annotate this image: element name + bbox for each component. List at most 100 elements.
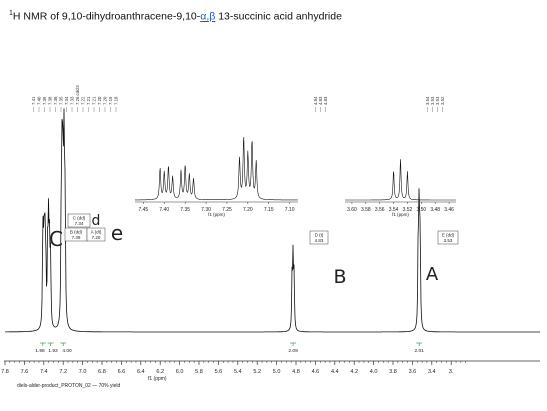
peak-label: 3.54 — [425, 96, 430, 105]
assignment-box-shift: 7.34 — [75, 221, 84, 226]
assignment-box-frame — [437, 230, 459, 245]
page-title: 1H NMR of 9,10-dihydroanthracene-9,10-α,… — [9, 10, 342, 23]
inset-aliphatic-tick-label: 3.58 — [361, 207, 371, 213]
x-tick-label: 4.8 — [292, 369, 300, 375]
inset-aromatic-tick-label: 7.15 — [264, 207, 274, 213]
x-tick-label: 6.2 — [156, 369, 164, 375]
peak-label-group: 3.54 3.53 3.53 3.52 — [425, 96, 445, 112]
inset-aliphatic-tick-label: 3.56 — [375, 207, 385, 213]
x-axis-label: f1 (ppm) — [148, 376, 167, 382]
assignment-box-name: C (dd) — [73, 216, 86, 221]
integration-value: 1.98 — [35, 348, 45, 354]
peak-label: 7.40 — [37, 96, 42, 105]
peak-label: 7.21 — [92, 96, 97, 105]
x-tick-label: 7.2 — [59, 369, 67, 375]
peak-label: 7.41 — [31, 96, 36, 105]
peak-label-group: 7.41 7.40 7.39 7.38 7.36 7.35 7.34 7.33 7.26 cdc… — [31, 85, 119, 112]
x-tick-label: 3.6 — [409, 369, 417, 375]
assignment-box: C (dd)7.34 — [67, 213, 91, 228]
assignment-box: B (dd)7.39 — [64, 227, 88, 242]
x-tick-label: 5.6 — [215, 369, 223, 375]
peak-label: 7.22 — [81, 96, 86, 105]
peak-label: 7.36 — [53, 96, 58, 105]
integration-value: 1.93 — [48, 348, 58, 354]
inset-aliphatic-tick-label: 3.48 — [430, 207, 440, 213]
inset-aromatic-tick-label: 7.40 — [159, 207, 169, 213]
peak-label: 7.35 — [59, 96, 64, 105]
x-tick-label: 5.8 — [195, 369, 203, 375]
peak-label-group: 4.84 4.83 4.83 — [313, 96, 328, 112]
handwritten-label-e: e — [111, 221, 123, 245]
assignment-box-name: A (dt) — [91, 230, 102, 235]
integration-value: 2.01 — [415, 348, 425, 354]
integration-value: 4.00 — [62, 348, 72, 354]
x-tick-label: 3.8 — [389, 369, 397, 375]
inset-aromatic-tick-label: 7.45 — [138, 207, 148, 213]
handwritten-label-b: B — [333, 266, 346, 288]
x-tick-label: 6.4 — [137, 369, 145, 375]
peak-label: 7.38 — [48, 96, 53, 105]
peak-label: 7.34 — [64, 96, 69, 105]
x-tick-label: 6.8 — [98, 369, 106, 375]
assignment-box-frame — [86, 227, 106, 242]
inset-aliphatic-axis-label: f1 (ppm) — [392, 212, 409, 217]
inset-aliphatic-tick-label: 3.46 — [444, 207, 454, 213]
assignment-box: E (dd)3.53 — [437, 230, 459, 245]
inset-aromatic-tick-label: 7.25 — [222, 207, 232, 213]
peak-label: 7.20 — [97, 96, 102, 105]
peak-label: 7.33 — [70, 96, 75, 105]
inset-aromatic-tick-label: 7.30 — [201, 207, 211, 213]
footer-text: diels-alder-product_PROTON_02 — 70% yiel… — [17, 383, 121, 389]
peak-label: 7.19 — [108, 96, 113, 105]
assignment-box-shift: 7.39 — [72, 235, 81, 240]
x-tick-label: 5.2 — [253, 369, 261, 375]
inset-aliphatic-tick-label: 3.52 — [403, 207, 413, 213]
peak-label: 3.52 — [440, 96, 445, 105]
inset-aromatic-trace — [135, 136, 298, 201]
assignment-box-frame — [309, 230, 329, 245]
handwritten-label-c: C — [49, 227, 63, 251]
peak-label: 7.26 cdcl3 — [75, 85, 80, 105]
x-tick-label: 4.6 — [312, 369, 320, 375]
peak-label: 3.53 — [430, 96, 435, 105]
peak-label: 7.20 — [103, 96, 108, 105]
peak-label: 4.83 — [318, 96, 323, 105]
x-tick-label: 5.0 — [273, 369, 281, 375]
assignment-box-shift: 7.20 — [92, 235, 101, 240]
peak-label: 4.84 — [313, 96, 318, 105]
assignment-box: D (t)4.83 — [309, 230, 329, 245]
x-tick-label: 7.4 — [40, 369, 48, 375]
inset-aliphatic-tick-label: 3.60 — [347, 207, 357, 213]
x-tick-label: 6.0 — [176, 369, 184, 375]
assignment-box-frame — [67, 213, 91, 228]
inset-aromatic-axis-label: f1 (ppm) — [208, 212, 225, 217]
assignment-box: A (dt)7.20 — [86, 227, 106, 242]
peak-label: 7.18 — [114, 96, 119, 105]
inset-aromatic-tick-label: 7.20 — [243, 207, 253, 213]
spectrum-trace — [5, 108, 540, 333]
x-tick-label: 4.0 — [370, 369, 378, 375]
x-tick-label: 7.6 — [21, 369, 29, 375]
assignment-box-shift: 4.83 — [315, 238, 324, 243]
inset-aromatic-tick-label: 7.10 — [285, 207, 295, 213]
peak-label: 4.83 — [323, 96, 328, 105]
assignment-box-name: E (dd) — [442, 233, 455, 238]
inset-aromatic-tick-label: 7.35 — [180, 207, 190, 213]
x-tick-label: 3.4 — [428, 369, 436, 375]
x-tick-label: 4.4 — [331, 369, 339, 375]
peak-label: 3.53 — [435, 96, 440, 105]
inset-aliphatic-tick-label: 3.54 — [389, 207, 399, 213]
x-tick-label: 4.2 — [350, 369, 358, 375]
x-tick-label: 7.8 — [1, 369, 9, 375]
inset-aliphatic-tick-label: 3.50 — [416, 207, 426, 213]
assignment-box-shift: 3.53 — [444, 238, 453, 243]
peak-label: 7.21 — [86, 96, 91, 105]
integration-value: 2.09 — [288, 348, 298, 354]
x-tick-label: 3. — [449, 369, 454, 375]
handwritten-label-a: A — [426, 264, 439, 285]
inset-aliphatic-trace — [345, 159, 456, 201]
assignment-box-name: D (t) — [315, 233, 324, 238]
peak-label: 7.39 — [42, 96, 47, 105]
assignment-box-name: B (dd) — [70, 230, 83, 235]
